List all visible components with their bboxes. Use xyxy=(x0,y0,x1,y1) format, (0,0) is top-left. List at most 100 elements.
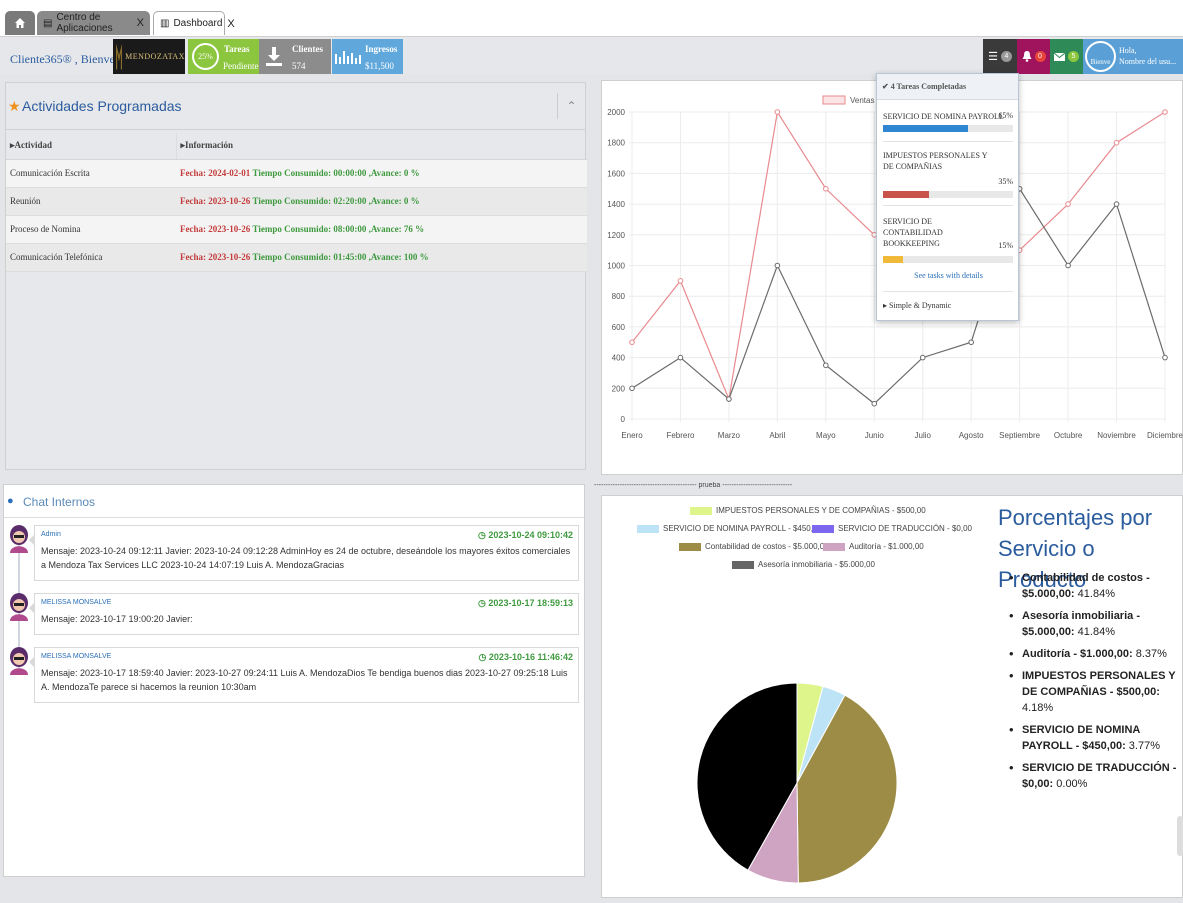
tab-dashboard[interactable]: ▥ Dashboard X xyxy=(153,11,235,35)
chat-message[interactable]: Admin ◷ 2023-10-24 09:10:42 Mensaje: 202… xyxy=(29,525,579,581)
task-item[interactable]: IMPUESTOS PERSONALES Y DE COMPAÑIAS 35% xyxy=(883,150,1013,198)
y-tick-label: 200 xyxy=(612,384,626,393)
sender-name: MELISSA MONSALVE xyxy=(41,653,112,660)
dropdown-footer[interactable]: ▸ Simple & Dynamic xyxy=(883,301,952,310)
activities-header: ★ Actividades Programadas ⌃ xyxy=(6,83,585,130)
data-point xyxy=(1162,354,1168,361)
list-item: IMPUESTOS PERSONALES Y DE COMPAÑIAS - $5… xyxy=(1007,668,1183,716)
y-tick-label: 600 xyxy=(612,323,626,332)
close-icon[interactable]: X xyxy=(227,17,235,30)
data-point xyxy=(1113,201,1120,207)
chat-bubble-icon: ● xyxy=(7,495,14,507)
task-percent: 35% xyxy=(998,177,1013,186)
dropdown-header: ✔ 4 Tareas Completadas xyxy=(877,74,1018,100)
clock-icon: ◷ xyxy=(478,652,487,662)
message-arrow xyxy=(29,534,35,546)
services-pie-chart xyxy=(696,682,898,884)
data-point xyxy=(629,339,635,346)
tab-label: Centro de Aplicaciones xyxy=(56,12,113,34)
data-point xyxy=(677,278,684,284)
column-header-actividad[interactable]: ▸Actividad xyxy=(6,133,176,160)
list-item: Contabilidad de costos - $5.000,00: 41.8… xyxy=(1007,570,1183,602)
clock-icon: ◷ xyxy=(478,530,486,540)
x-tick-label: Agosto xyxy=(959,431,984,440)
avatar xyxy=(10,647,28,675)
column-header-informacion[interactable]: ▸Información xyxy=(175,133,587,160)
user-menu[interactable]: Bienve Hola, Nombre del usu... xyxy=(1083,39,1183,74)
y-tick-label: 1200 xyxy=(607,231,625,240)
sales-line-chart: 0 200 400 600 800 1000 1200 1400 1600 1800 2000 Ene… xyxy=(607,95,1183,440)
avatar xyxy=(10,593,28,621)
collapse-button[interactable]: ⌃ xyxy=(557,93,585,119)
legend-item[interactable]: SERVICIO DE NOMINA PAYROLL - $450,00 xyxy=(637,524,822,533)
legend-item[interactable]: Contabilidad de costos - $5.000,00 xyxy=(679,542,829,551)
legend-swatch xyxy=(637,524,659,533)
divider xyxy=(883,205,1013,206)
y-tick-label: 0 xyxy=(621,415,626,424)
close-icon[interactable]: X xyxy=(136,17,144,29)
message-body: Mensaje: 2023-10-17 18:59:40 Javier: 202… xyxy=(41,668,568,692)
table-row[interactable]: Proceso de Nomina Fecha: 2023-10-26 Tiem… xyxy=(6,215,587,244)
legend-item[interactable]: IMPUESTOS PERSONALES Y DE COMPAÑIAS - $5… xyxy=(690,506,926,515)
task-item[interactable]: SERVICIO DE NOMINA PAYROLL 65% xyxy=(883,111,1013,132)
chat-title: Chat Internos xyxy=(23,495,96,509)
stat-ingresos[interactable]: Ingresos $11,500 xyxy=(332,39,403,74)
data-point xyxy=(774,262,781,269)
message-body: Mensaje: 2023-10-17 19:00:20 Javier: xyxy=(41,614,193,624)
mail-button[interactable]: 5 xyxy=(1050,39,1083,74)
data-point xyxy=(823,362,829,369)
tab-home[interactable] xyxy=(5,11,35,35)
tasks-button[interactable]: ☰ 4 xyxy=(983,39,1017,74)
caret-right-icon: ▸ xyxy=(883,301,888,310)
tab-centro-aplicaciones[interactable]: ▤ Centro de Aplicaciones X xyxy=(37,11,150,35)
table-row[interactable]: Comunicación Telefónica Fecha: 2023-10-2… xyxy=(6,243,587,272)
sender-name: Admin xyxy=(41,531,61,538)
task-item[interactable]: SERVICIO DE CONTABILIDAD BOOKKEEPING 15% xyxy=(883,216,1013,263)
x-tick-label: Septiembre xyxy=(999,431,1040,440)
data-point xyxy=(968,339,974,346)
x-tick-label: Marzo xyxy=(718,431,741,440)
legend-item[interactable]: Auditoría - $1.000,00 xyxy=(823,542,924,551)
stat-sub: Pendientes xyxy=(223,61,262,71)
scrollbar[interactable] xyxy=(1177,816,1183,856)
percent-list: Contabilidad de costos - $5.000,00: 41.8… xyxy=(1007,570,1183,798)
see-tasks-link[interactable]: See tasks with details xyxy=(914,271,983,280)
cell-actividad: Proceso de Nomina xyxy=(6,215,176,244)
y-tick-label: 2000 xyxy=(607,108,625,117)
data-point xyxy=(677,354,684,361)
avatar xyxy=(10,525,28,553)
message-body: Mensaje: 2023-10-24 09:12:11 Javier: 202… xyxy=(41,546,571,570)
task-label: SERVICIO DE CONTABILIDAD BOOKKEEPING xyxy=(883,217,943,248)
clock-icon: ◷ xyxy=(478,598,486,608)
message-time: ◷ 2023-10-16 11:46:42 xyxy=(478,652,573,662)
caret-right-icon: ▸ xyxy=(180,140,186,151)
chat-header: ● Chat Internos xyxy=(4,485,584,518)
tasks-dropdown: ✔ 4 Tareas Completadas SERVICIO DE NOMIN… xyxy=(876,73,1019,321)
header-bar: Cliente365® , Bienvenido MENDOZATAX 25% … xyxy=(0,36,1183,74)
user-greeting: Hola, Nombre del usu... xyxy=(1119,45,1176,67)
data-point xyxy=(1162,109,1168,115)
data-point xyxy=(726,396,732,402)
legend-item[interactable]: Asesoría inmobiliaria - $5.000,00 xyxy=(732,560,875,569)
stat-title: Clientes xyxy=(292,44,323,54)
download-icon xyxy=(266,47,282,66)
cell-informacion: Fecha: 2023-10-26 Tiempo Consumido: 01:4… xyxy=(176,243,587,272)
stat-tareas[interactable]: 25% Tareas Pendientes xyxy=(188,39,262,74)
table-row[interactable]: Reunión Fecha: 2023-10-26 Tiempo Consumi… xyxy=(6,187,587,216)
alerts-button[interactable]: 0 xyxy=(1017,39,1050,74)
message-arrow xyxy=(29,602,35,614)
legend-swatch xyxy=(679,542,701,551)
chat-message[interactable]: MELISSA MONSALVE ◷ 2023-10-17 18:59:13 M… xyxy=(29,593,579,635)
y-tick-label: 1800 xyxy=(607,139,625,148)
welcome-text: Cliente365® , Bienvenido xyxy=(10,52,137,66)
chat-message[interactable]: MELISSA MONSALVE ◷ 2023-10-16 11:46:42 M… xyxy=(29,647,579,703)
legend-item[interactable]: SERVICIO DE TRADUCCIÓN - $0,00 xyxy=(812,524,972,533)
user-name: Nombre del usu... xyxy=(1119,57,1177,66)
table-row[interactable]: Comunicación Escrita Fecha: 2024-02-01 T… xyxy=(6,159,587,188)
task-progress-fill xyxy=(883,256,903,263)
tasks-badge: 4 xyxy=(1000,51,1012,62)
pie-slice xyxy=(796,694,898,884)
task-progress-fill xyxy=(883,191,929,198)
list-item: Asesoría inmobiliaria - $5.000,00: 41.84… xyxy=(1007,608,1183,640)
stat-clientes[interactable]: Clientes 574 xyxy=(259,39,331,74)
